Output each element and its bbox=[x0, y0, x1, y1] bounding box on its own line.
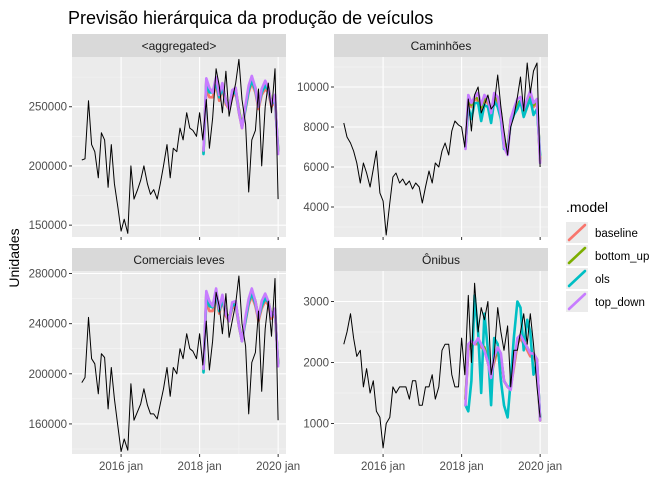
forecast-line-top-down bbox=[202, 287, 280, 371]
y-tick-label: 160000 bbox=[29, 419, 67, 431]
x-tick-label: 2016 jan bbox=[361, 461, 405, 473]
series-lines bbox=[343, 62, 542, 236]
gridlines bbox=[72, 271, 286, 454]
y-tick-label: 2000 bbox=[303, 358, 329, 370]
y-tick-label: 280000 bbox=[29, 269, 67, 281]
y-axis-title: Unidades bbox=[6, 228, 22, 287]
panel-caminhoes: Caminhões 4000 6000 8000 10000 bbox=[297, 34, 548, 240]
x-tick-label: 2016 jan bbox=[99, 461, 143, 473]
panel-onibus: Ônibus 1000 2000 3000 2016 jan 2018 jan 2020 j… bbox=[303, 248, 562, 473]
legend-swatch bbox=[567, 292, 587, 311]
legend-swatch bbox=[567, 269, 587, 288]
y-tick-label: 200000 bbox=[29, 369, 67, 381]
facet-strip-label: Caminhões bbox=[411, 39, 472, 53]
facet-strip-label: Comerciais leves bbox=[133, 253, 224, 267]
series-lines bbox=[81, 58, 280, 234]
facet-strip bbox=[334, 248, 548, 271]
y-tick-label: 8000 bbox=[303, 122, 329, 134]
legend-swatch bbox=[567, 246, 587, 265]
y-tick-label: 4000 bbox=[303, 202, 329, 214]
facet-panels: <aggregated> 150000 200000 250000 Caminhões 4… bbox=[29, 34, 562, 473]
legend-entry-bottom-up: bottom_up bbox=[566, 245, 649, 266]
series-lines bbox=[343, 282, 542, 449]
facet-strip-label: <aggregated> bbox=[142, 39, 217, 53]
x-tick-label: 2018 jan bbox=[178, 461, 222, 473]
y-tick-label: 10000 bbox=[297, 82, 329, 94]
y-tick-label: 240000 bbox=[29, 319, 67, 331]
legend-entry-ols: ols bbox=[566, 268, 610, 289]
facet-strip bbox=[334, 34, 548, 57]
series-lines bbox=[81, 275, 280, 452]
y-tick-label: 200000 bbox=[29, 161, 67, 173]
legend-swatch bbox=[567, 223, 587, 242]
legend-entry-baseline: baseline bbox=[566, 222, 638, 243]
legend-label: baseline bbox=[595, 228, 638, 240]
chart-title: Previsão hierárquica da produção de veíc… bbox=[68, 8, 433, 28]
forecast-line-top-down bbox=[464, 333, 542, 422]
y-tick-label: 6000 bbox=[303, 162, 329, 174]
x-tick-label: 2018 jan bbox=[440, 461, 484, 473]
facet-strip bbox=[72, 34, 286, 57]
actual-series-line bbox=[81, 275, 279, 452]
facet-strip-label: Ônibus bbox=[422, 252, 460, 267]
gridlines bbox=[72, 57, 286, 237]
actual-series-line bbox=[343, 282, 541, 449]
y-tick-label: 3000 bbox=[303, 297, 329, 309]
facet-strip bbox=[72, 248, 286, 271]
legend-title: .model bbox=[566, 199, 608, 215]
legend-entry-top-down: top_down bbox=[566, 291, 645, 312]
x-tick-label: 2020 jan bbox=[518, 461, 562, 473]
panel-aggregated: <aggregated> 150000 200000 250000 bbox=[29, 34, 286, 240]
legend-label: top_down bbox=[595, 297, 645, 309]
y-tick-label: 250000 bbox=[29, 102, 67, 114]
forecast-line-top-down bbox=[464, 89, 542, 165]
panel-comerciais-leves: Comerciais leves 160000 200000 240000 280000… bbox=[29, 248, 300, 473]
legend-label: ols bbox=[595, 274, 610, 286]
y-tick-label: 150000 bbox=[29, 220, 67, 232]
actual-series-line bbox=[81, 58, 279, 234]
legend-label: bottom_up bbox=[595, 251, 649, 263]
actual-series-line bbox=[343, 62, 541, 236]
x-tick-label: 2020 jan bbox=[256, 461, 300, 473]
y-tick-label: 1000 bbox=[303, 419, 329, 431]
